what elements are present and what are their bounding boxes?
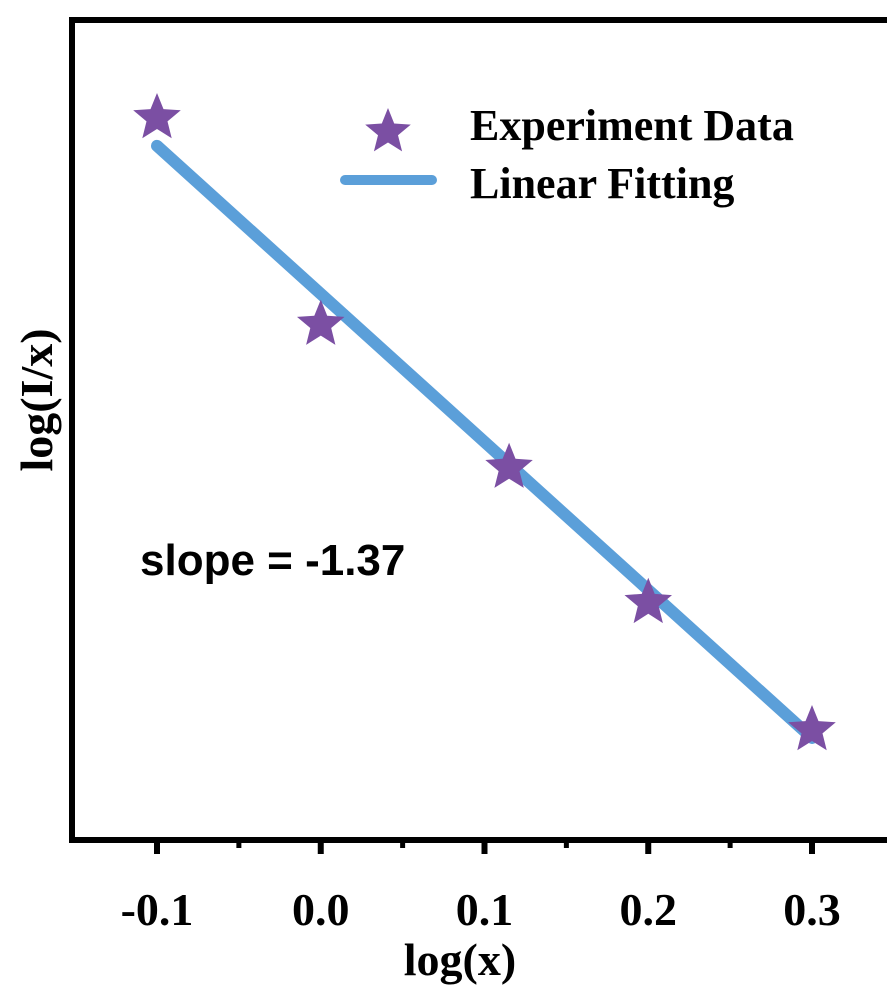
legend: Experiment Data Linear Fitting [340, 101, 794, 208]
data-points-layer [133, 93, 836, 751]
legend-star-marker [365, 108, 411, 152]
data-point-star [297, 299, 345, 345]
data-point-star [788, 705, 836, 751]
x-tick-label: 0.3 [783, 884, 841, 935]
data-point-star [133, 93, 181, 139]
x-tick-label: 0.0 [292, 884, 350, 935]
x-tick-label: -0.1 [121, 884, 194, 935]
x-axis-title: log(x) [404, 934, 516, 985]
data-point-star [624, 577, 672, 624]
linear-fit-line [151, 139, 818, 744]
data-point-star [485, 442, 533, 488]
x-tick-label: 0.1 [456, 884, 514, 935]
legend-label-experiment: Experiment Data [470, 101, 794, 150]
slope-annotation: slope = -1.37 [140, 536, 405, 585]
fit-line-layer [151, 139, 818, 744]
legend-star-shape [365, 108, 411, 152]
legend-label-fitting: Linear Fitting [470, 159, 734, 208]
x-axis-ticks: -0.1 0.0 0.1 0.2 0.3 [121, 840, 841, 935]
x-tick-label: 0.2 [620, 884, 678, 935]
y-axis-title: log(I/x) [11, 328, 62, 471]
